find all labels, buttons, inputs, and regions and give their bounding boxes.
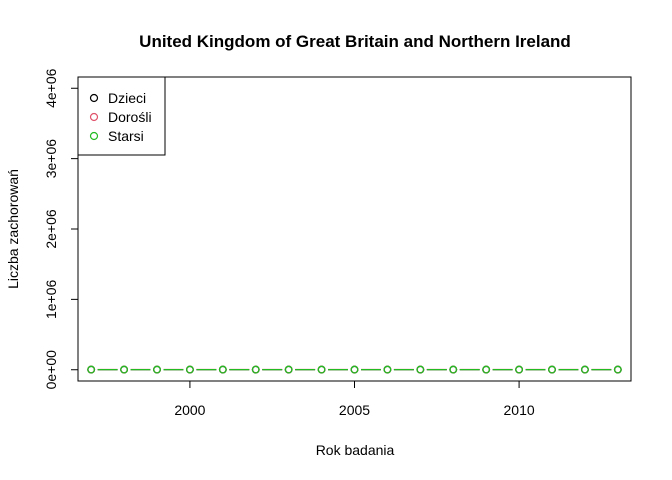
series-points xyxy=(87,365,622,374)
x-axis: 2000 2005 2010 xyxy=(174,380,535,418)
data-point xyxy=(416,365,425,374)
data-point xyxy=(482,365,491,374)
x-tick-label: 2000 xyxy=(174,402,205,418)
legend-label: Dzieci xyxy=(108,90,146,106)
x-tick-label: 2005 xyxy=(339,402,370,418)
data-point xyxy=(153,365,161,374)
data-point xyxy=(251,365,260,374)
y-tick-label: 3e+06 xyxy=(43,139,59,179)
y-axis-label: Liczba zachorowań xyxy=(5,169,21,289)
legend-marker xyxy=(89,131,99,141)
data-point xyxy=(613,365,622,374)
data-point xyxy=(548,365,556,374)
chart-title: United Kingdom of Great Britain and Nort… xyxy=(139,32,571,51)
data-point xyxy=(350,365,359,374)
legend-label: Starsi xyxy=(108,128,144,144)
data-point xyxy=(185,365,194,374)
data-point xyxy=(383,365,392,374)
data-point xyxy=(449,365,458,374)
data-point xyxy=(87,365,96,374)
data-point xyxy=(317,365,326,374)
y-tick-label: 0e+00 xyxy=(43,350,59,390)
data-point xyxy=(284,365,293,374)
data-point xyxy=(580,365,589,374)
y-axis: 0e+00 1e+06 2e+06 3e+06 4e+06 xyxy=(43,68,79,390)
data-point xyxy=(120,365,129,374)
y-tick-label: 4e+06 xyxy=(43,68,59,108)
legend-label: Dorośli xyxy=(108,109,152,125)
legend-marker xyxy=(89,93,99,103)
legend-marker xyxy=(89,112,99,122)
legend: Dzieci Dorośli Starsi xyxy=(77,76,166,156)
x-axis-label: Rok badania xyxy=(316,442,395,458)
data-point xyxy=(218,365,227,374)
y-tick-label: 2e+06 xyxy=(43,209,59,249)
legend-box xyxy=(77,76,166,156)
y-tick-label: 1e+06 xyxy=(43,280,59,320)
data-point xyxy=(515,365,524,374)
x-tick-label: 2010 xyxy=(504,402,535,418)
